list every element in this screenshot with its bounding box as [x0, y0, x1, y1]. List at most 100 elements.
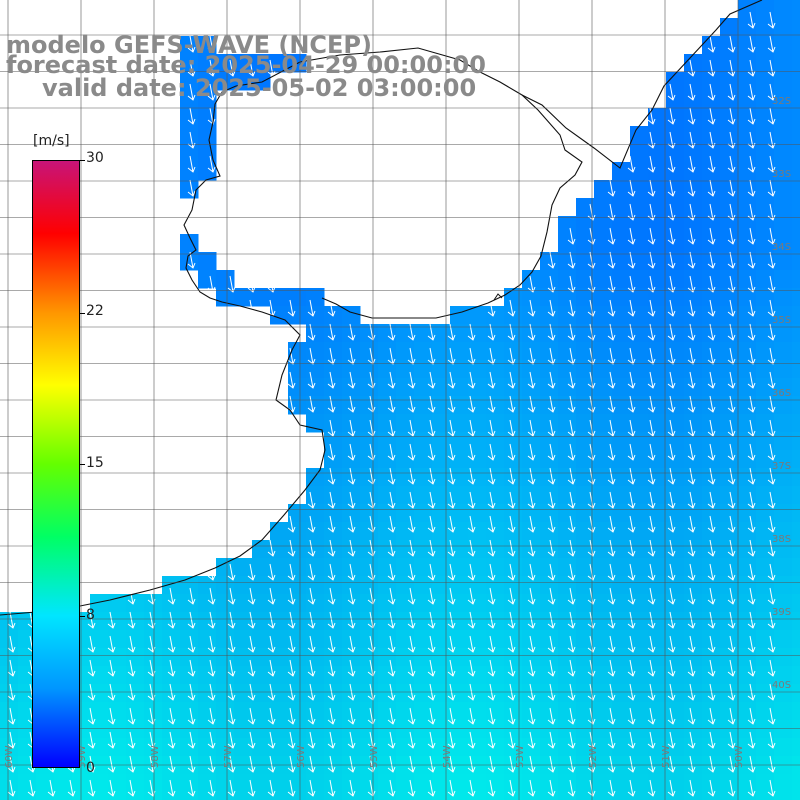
wind-arrow — [707, 491, 716, 509]
wind-speed-cell — [720, 108, 739, 127]
wind-speed-cell — [792, 378, 800, 397]
wind-speed-cell — [90, 648, 109, 667]
wind-speed-cell — [198, 108, 217, 127]
wind-speed-cell — [720, 126, 739, 145]
wind-arrow — [507, 563, 516, 581]
wind-speed-cell — [468, 504, 487, 523]
wind-speed-cell — [666, 270, 685, 289]
wind-speed-cell — [108, 594, 127, 613]
wind-arrow — [127, 659, 136, 677]
wind-speed-cell — [342, 630, 361, 649]
wind-speed-cell — [486, 414, 505, 433]
wind-speed-cell — [612, 306, 631, 325]
wind-speed-cell — [558, 396, 577, 415]
wind-speed-cell — [162, 576, 181, 595]
wind-speed-cell — [630, 612, 649, 631]
wind-arrow — [607, 635, 616, 653]
wind-arrow — [387, 443, 396, 461]
wind-speed-cell — [450, 342, 469, 361]
wind-speed-cell — [594, 270, 613, 289]
wind-speed-cell — [198, 72, 217, 91]
wind-speed-cell — [180, 162, 199, 181]
wind-speed-cell — [630, 342, 649, 361]
wind-arrow — [627, 467, 636, 485]
wind-arrow — [107, 635, 116, 653]
wind-speed-cell — [378, 468, 397, 487]
colorbar-unit: [m/s] — [33, 133, 70, 149]
wind-arrow — [627, 155, 636, 173]
wind-speed-cell — [414, 432, 433, 451]
wind-speed-cell — [342, 522, 361, 541]
wind-arrow — [567, 659, 576, 677]
wind-arrow — [647, 107, 656, 125]
wind-speed-cell — [234, 558, 253, 577]
wind-speed-cell — [396, 792, 415, 800]
wind-speed-cell — [540, 612, 559, 631]
wind-arrow — [447, 635, 456, 653]
wind-speed-cell — [306, 522, 325, 541]
wind-arrow — [627, 659, 636, 677]
wind-arrow — [167, 779, 176, 797]
wind-speed-cell — [414, 396, 433, 415]
wind-speed-cell — [270, 666, 289, 685]
wind-speed-cell — [756, 18, 775, 37]
wind-speed-cell — [594, 180, 613, 199]
wind-speed-cell — [540, 630, 559, 649]
wind-speed-cell — [702, 666, 721, 685]
wind-arrow — [307, 491, 316, 509]
wind-speed-cell — [288, 558, 307, 577]
wind-speed-cell — [126, 666, 145, 685]
wind-speed-cell — [720, 450, 739, 469]
wind-speed-cell — [450, 684, 469, 703]
wind-speed-cell — [396, 738, 415, 757]
wind-speed-cell — [486, 774, 505, 793]
wind-arrow — [447, 347, 456, 365]
wind-arrow — [447, 467, 456, 485]
wind-arrow — [547, 323, 556, 341]
wind-speed-cell — [756, 0, 775, 19]
wind-arrow — [287, 563, 296, 581]
wind-arrow — [727, 731, 736, 749]
wind-speed-cell — [360, 630, 379, 649]
wind-speed-cell — [684, 270, 703, 289]
wind-speed-cell — [270, 720, 289, 739]
wind-speed-cell — [630, 450, 649, 469]
wind-speed-cell — [216, 738, 235, 757]
wind-speed-cell — [180, 90, 199, 109]
wind-speed-cell — [342, 378, 361, 397]
wind-arrow — [207, 155, 216, 173]
wind-arrow — [707, 443, 716, 461]
wind-arrow — [747, 323, 756, 341]
wind-arrow — [87, 731, 96, 749]
wind-arrow — [267, 707, 276, 725]
wind-arrow — [707, 107, 716, 125]
wind-speed-cell — [306, 378, 325, 397]
wind-arrow — [527, 491, 536, 509]
wind-speed-cell — [540, 306, 559, 325]
wind-arrow — [587, 299, 596, 317]
wind-speed-cell — [702, 648, 721, 667]
wind-arrow — [647, 179, 656, 197]
wind-arrow — [647, 635, 656, 653]
wind-arrow — [327, 491, 336, 509]
wind-arrow — [687, 587, 696, 605]
wind-speed-cell — [504, 684, 523, 703]
wind-arrow — [467, 659, 476, 677]
wind-speed-cell — [738, 396, 757, 415]
wind-arrow — [327, 779, 336, 797]
wind-arrow — [307, 635, 316, 653]
wind-arrow — [487, 515, 496, 533]
wind-speed-cell — [792, 18, 800, 37]
wind-arrow — [687, 419, 696, 437]
wind-speed-cell — [360, 648, 379, 667]
wind-speed-cell — [720, 594, 739, 613]
wind-arrow — [507, 731, 516, 749]
wind-speed-cell — [432, 702, 451, 721]
wind-speed-cell — [198, 792, 217, 800]
wind-arrow — [267, 731, 276, 749]
wind-arrow — [707, 731, 716, 749]
wind-speed-cell — [378, 648, 397, 667]
wind-speed-cell — [720, 414, 739, 433]
wind-arrow — [187, 755, 196, 773]
wind-speed-cell — [18, 774, 37, 793]
